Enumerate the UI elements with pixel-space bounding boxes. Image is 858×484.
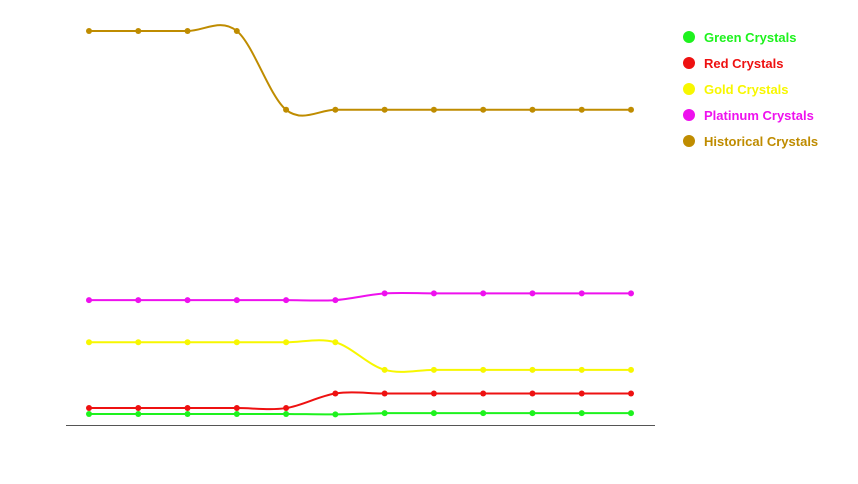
legend: Green Crystals Red Crystals Gold Crystals P… xyxy=(683,24,818,154)
legend-marker-icon xyxy=(683,135,695,147)
data-point[interactable] xyxy=(381,290,388,297)
legend-marker-icon xyxy=(683,83,695,95)
data-point[interactable] xyxy=(578,410,585,417)
data-point[interactable] xyxy=(332,297,339,304)
data-point[interactable] xyxy=(233,405,240,412)
data-point[interactable] xyxy=(332,411,339,418)
data-point[interactable] xyxy=(430,390,437,397)
data-point[interactable] xyxy=(529,366,536,373)
data-point[interactable] xyxy=(135,339,142,346)
legend-item-red-crystals[interactable]: Red Crystals xyxy=(683,50,818,76)
data-point[interactable] xyxy=(283,339,290,346)
legend-label: Green Crystals xyxy=(704,29,797,45)
data-point[interactable] xyxy=(381,106,388,113)
legend-marker-icon xyxy=(683,109,695,121)
legend-item-platinum-crystals[interactable]: Platinum Crystals xyxy=(683,102,818,128)
data-point[interactable] xyxy=(332,106,339,113)
data-point[interactable] xyxy=(233,410,240,417)
series-green-crystals xyxy=(86,410,634,418)
data-point[interactable] xyxy=(332,339,339,346)
data-point[interactable] xyxy=(578,390,585,397)
data-point[interactable] xyxy=(86,297,92,304)
series-red-crystals xyxy=(86,390,634,412)
data-point[interactable] xyxy=(86,410,92,417)
data-point[interactable] xyxy=(135,297,142,304)
data-point[interactable] xyxy=(480,366,487,373)
data-point[interactable] xyxy=(283,405,290,412)
series-line-platinum-crystals xyxy=(88,291,632,302)
series-line-green-crystals xyxy=(88,412,631,416)
data-point[interactable] xyxy=(480,390,487,397)
data-point[interactable] xyxy=(135,28,142,34)
data-point[interactable] xyxy=(578,290,585,297)
data-point[interactable] xyxy=(480,290,487,297)
series-line-red-crystals xyxy=(88,391,631,411)
data-point[interactable] xyxy=(233,28,240,34)
data-point[interactable] xyxy=(529,390,536,397)
legend-label: Red Crystals xyxy=(704,55,784,71)
data-point[interactable] xyxy=(135,405,142,412)
data-point[interactable] xyxy=(628,410,634,417)
series-platinum-crystals xyxy=(86,290,634,304)
data-point[interactable] xyxy=(480,106,487,113)
data-point[interactable] xyxy=(381,410,388,417)
data-point[interactable] xyxy=(86,28,92,34)
data-point[interactable] xyxy=(381,390,388,397)
data-point[interactable] xyxy=(381,366,388,373)
data-point[interactable] xyxy=(430,366,437,373)
data-point[interactable] xyxy=(283,106,290,113)
series-line-historical-crystals xyxy=(89,24,631,117)
data-point[interactable] xyxy=(332,390,339,397)
legend-marker-icon xyxy=(683,31,695,43)
data-point[interactable] xyxy=(184,339,191,346)
data-point[interactable] xyxy=(86,339,92,346)
data-point[interactable] xyxy=(184,297,191,304)
data-point[interactable] xyxy=(233,339,240,346)
legend-item-historical-crystals[interactable]: Historical Crystals xyxy=(683,128,818,154)
legend-item-gold-crystals[interactable]: Gold Crystals xyxy=(683,76,818,102)
data-point[interactable] xyxy=(578,106,585,113)
data-point[interactable] xyxy=(184,28,191,34)
data-point[interactable] xyxy=(628,366,634,373)
legend-item-green-crystals[interactable]: Green Crystals xyxy=(683,24,818,50)
data-point[interactable] xyxy=(628,106,634,113)
legend-label: Gold Crystals xyxy=(704,81,789,97)
data-point[interactable] xyxy=(480,410,487,417)
data-point[interactable] xyxy=(184,410,191,417)
data-point[interactable] xyxy=(430,106,437,113)
data-point[interactable] xyxy=(628,290,634,297)
data-point[interactable] xyxy=(628,390,634,397)
data-point[interactable] xyxy=(529,410,536,417)
data-point[interactable] xyxy=(283,410,290,417)
series-line-gold-crystals xyxy=(88,339,631,373)
data-point[interactable] xyxy=(233,297,240,304)
series-historical-crystals xyxy=(86,24,634,117)
legend-marker-icon xyxy=(683,57,695,69)
data-point[interactable] xyxy=(529,106,536,113)
data-point[interactable] xyxy=(86,405,92,412)
data-point[interactable] xyxy=(430,290,437,297)
data-point[interactable] xyxy=(529,290,536,297)
series-gold-crystals xyxy=(86,339,634,373)
data-point[interactable] xyxy=(135,410,142,417)
legend-label: Historical Crystals xyxy=(704,133,819,149)
data-point[interactable] xyxy=(430,410,437,417)
data-point[interactable] xyxy=(578,366,585,373)
data-point[interactable] xyxy=(283,297,290,304)
series-layer xyxy=(86,24,634,418)
data-point[interactable] xyxy=(184,405,191,412)
legend-label: Platinum Crystals xyxy=(704,107,814,123)
